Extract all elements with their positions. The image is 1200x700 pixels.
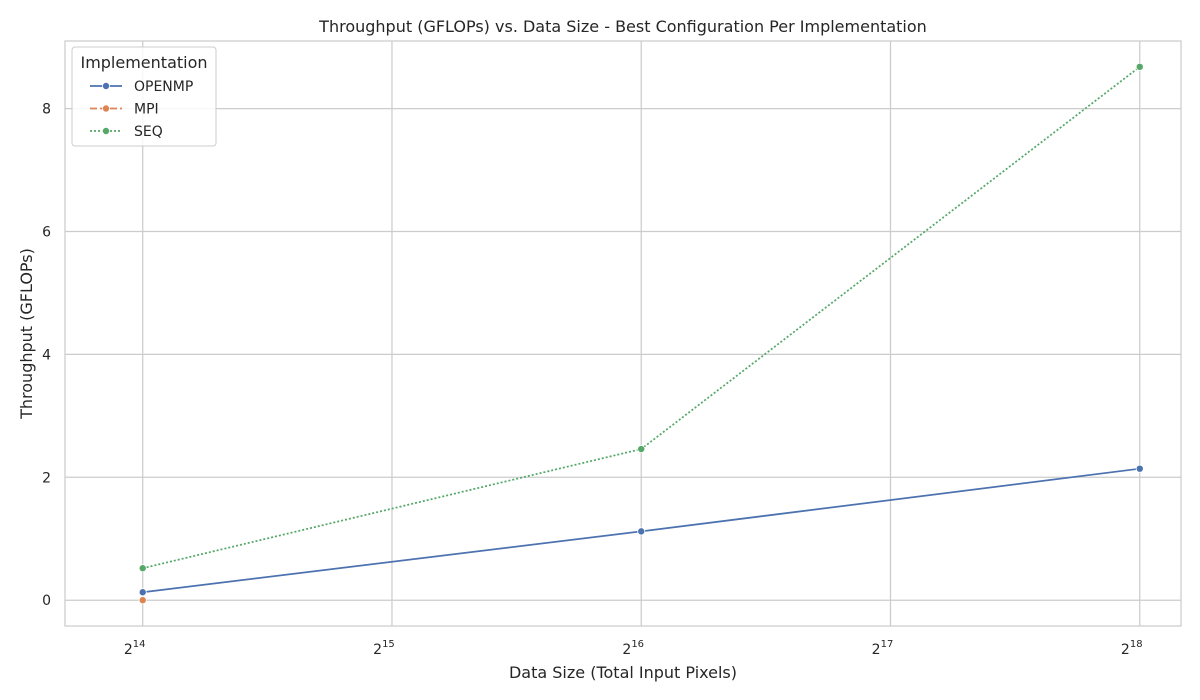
- y-tick-label: 4: [42, 347, 51, 363]
- x-tick-label: 215: [373, 639, 395, 658]
- grid: [65, 41, 1181, 626]
- x-tick-base: 2: [872, 642, 881, 658]
- legend-swatch-marker: [102, 82, 111, 91]
- x-tick-exponent: 18: [1130, 639, 1143, 650]
- legend-item-seq: SEQ: [90, 124, 163, 140]
- legend-swatch-marker: [102, 127, 111, 136]
- series: [138, 62, 1144, 605]
- y-tick-label: 6: [42, 224, 51, 240]
- x-tick-base: 2: [1121, 642, 1130, 658]
- x-tick-label: 217: [872, 639, 894, 658]
- x-tick-base: 2: [622, 642, 631, 658]
- x-tick-label: 218: [1121, 639, 1143, 658]
- x-tick-exponent: 15: [382, 639, 395, 650]
- data-point-seq: [138, 564, 147, 573]
- data-point-seq: [1135, 62, 1144, 71]
- legend-label: SEQ: [134, 124, 163, 140]
- x-tick-exponent: 16: [631, 639, 644, 650]
- legend-item-mpi: MPI: [90, 102, 159, 118]
- data-point-openmp: [637, 527, 646, 536]
- data-point-mpi: [138, 596, 147, 605]
- legend-label: MPI: [134, 102, 159, 118]
- chart-title: Throughput (GFLOPs) vs. Data Size - Best…: [318, 17, 927, 36]
- x-tick-base: 2: [124, 642, 133, 658]
- y-tick-label: 8: [42, 102, 51, 118]
- y-axis-label: Throughput (GFLOPs): [17, 248, 36, 420]
- series-seq: [138, 62, 1144, 573]
- series-mpi: [138, 596, 147, 605]
- data-point-seq: [637, 445, 646, 454]
- x-tick-exponent: 14: [133, 639, 146, 650]
- series-openmp: [138, 464, 1144, 597]
- x-axis-label: Data Size (Total Input Pixels): [509, 663, 737, 682]
- y-tick-label: 2: [42, 470, 51, 486]
- legend-entries: OPENMP MPI SEQ: [90, 79, 193, 140]
- y-tick-label: 0: [42, 593, 51, 609]
- legend-title: Implementation: [80, 53, 207, 72]
- x-tick-label: 214: [124, 639, 146, 658]
- plot-frame: [64, 40, 1182, 627]
- legend-swatch-marker: [102, 104, 111, 113]
- legend-item-openmp: OPENMP: [90, 79, 193, 95]
- x-tick-label: 216: [622, 639, 644, 658]
- legend: Implementation OPENMP MPI SEQ: [71, 46, 217, 147]
- x-tick-base: 2: [373, 642, 382, 658]
- legend-label: OPENMP: [134, 79, 193, 95]
- y-tick-labels: 0 2 4 6 8: [42, 102, 51, 610]
- data-point-openmp: [1135, 464, 1144, 473]
- x-tick-exponent: 17: [881, 639, 894, 650]
- data-point-openmp: [138, 588, 147, 597]
- x-tick-labels: 214 215 216 217 218: [124, 639, 1143, 658]
- legend-box: [71, 46, 217, 147]
